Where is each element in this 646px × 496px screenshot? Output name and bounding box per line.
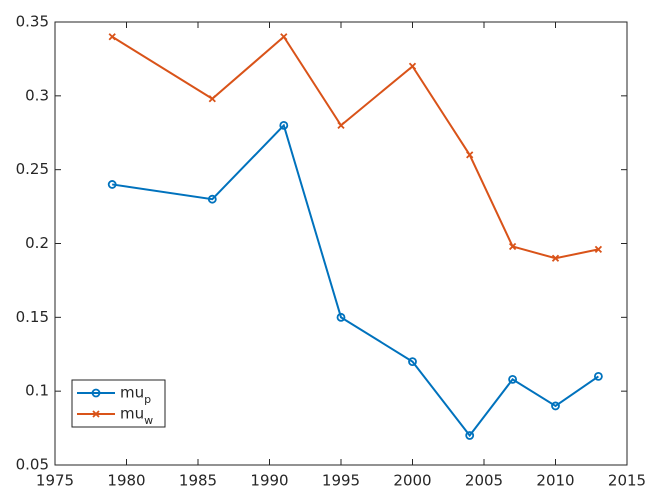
y-tick-label: 0.05 <box>16 456 49 474</box>
series-line <box>112 123 599 438</box>
y-tick-label: 0.2 <box>25 234 49 252</box>
marker <box>208 95 216 103</box>
marker <box>336 312 346 322</box>
marker <box>508 242 517 251</box>
y-tick-label: 0.3 <box>25 86 49 104</box>
x-tick-label: 1975 <box>36 472 74 490</box>
legend-subscript: p <box>144 393 151 406</box>
x-tick-label: 1995 <box>322 472 360 490</box>
y-tick-label: 0.1 <box>25 382 49 400</box>
marker <box>91 388 101 398</box>
y-tick-label: 0.35 <box>16 13 49 31</box>
legend-label: mup <box>120 384 151 406</box>
marker <box>279 120 289 130</box>
legend-box <box>71 379 166 428</box>
marker <box>92 410 100 418</box>
marker <box>466 151 474 159</box>
marker <box>108 33 116 41</box>
marker <box>408 62 417 70</box>
marker <box>207 194 217 204</box>
marker <box>551 401 560 411</box>
marker <box>465 431 475 440</box>
x-tick-label: 2005 <box>465 472 503 490</box>
x-tick-label: 1990 <box>250 472 288 490</box>
legend-subscript: w <box>144 414 153 427</box>
y-tick-label: 0.15 <box>16 308 49 326</box>
marker <box>337 121 345 130</box>
x-tick-label: 2015 <box>608 472 646 490</box>
x-tick-label: 2010 <box>536 472 574 490</box>
x-tick-label: 2000 <box>393 472 431 490</box>
marker <box>594 245 603 254</box>
marker <box>107 180 117 189</box>
x-tick-label: 1985 <box>179 472 217 490</box>
y-tick-label: 0.25 <box>16 160 49 178</box>
marker <box>280 33 288 41</box>
marker <box>551 254 560 262</box>
x-tick-label: 1980 <box>107 472 145 490</box>
marker <box>508 374 517 384</box>
marker <box>408 357 417 367</box>
marker <box>594 371 603 381</box>
